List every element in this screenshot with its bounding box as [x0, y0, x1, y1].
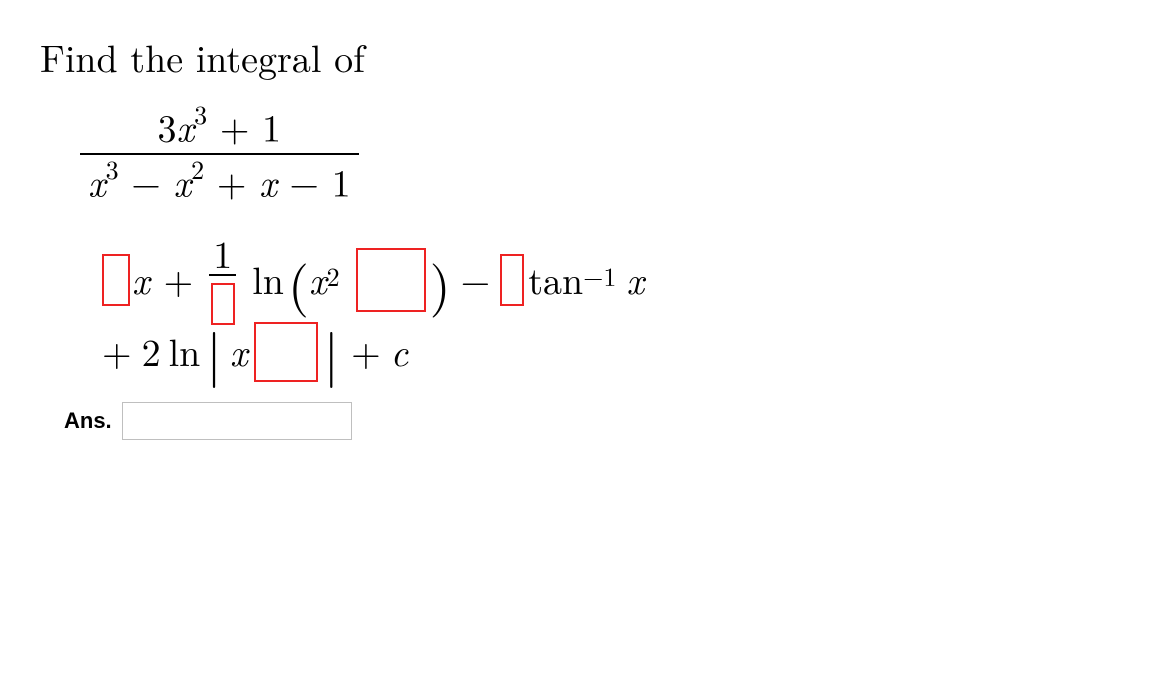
sfrac-num: 1	[209, 234, 236, 272]
answer-template: x + 1 ln ( x2 ) − tan−1 x + 2 ln	[102, 234, 1118, 382]
tan-inv-exp: −1	[583, 255, 616, 297]
blank-after-x[interactable]	[254, 322, 318, 382]
answer-input[interactable]	[122, 402, 352, 440]
den-exp2: 2	[191, 150, 204, 187]
sfrac-bar	[209, 274, 236, 276]
blank-tan-coeff[interactable]	[500, 254, 524, 306]
ln-2: ln	[169, 321, 201, 382]
x-after-tan: x	[626, 249, 644, 310]
plus-1: +	[164, 249, 194, 310]
ln-1: ln	[252, 249, 284, 310]
num-plus1: + 1	[207, 100, 281, 154]
two: 2	[142, 321, 161, 382]
x-squared-base: x	[309, 249, 327, 310]
den-x2: x	[174, 155, 192, 209]
x-term: x	[132, 249, 150, 310]
den-plus1: +	[204, 155, 259, 209]
constant-c: c	[391, 321, 408, 382]
answer-line-2: + 2 ln | x | + c	[102, 321, 1118, 382]
num-exp3: 3	[194, 95, 207, 132]
x-squared-exp: 2	[327, 255, 340, 297]
minus-1: −	[461, 249, 491, 310]
den-x1: x	[88, 155, 106, 209]
plus-3: +	[351, 321, 381, 382]
page: Find the integral of 3x3 + 1 x3 − x2 + x…	[0, 0, 1158, 470]
numerator: 3x3 + 1	[80, 102, 359, 151]
x-abs: x	[230, 321, 248, 382]
plus-2: +	[102, 321, 132, 382]
blank-inside-paren[interactable]	[356, 248, 426, 312]
prompt-text: Find the integral of	[40, 30, 1118, 84]
answer-row: Ans.	[64, 402, 1118, 440]
num-x: x	[177, 100, 195, 154]
den-exp3: 3	[106, 150, 119, 187]
answer-line-1: x + 1 ln ( x2 ) − tan−1 x	[102, 234, 1118, 325]
den-minus1b: − 1	[277, 155, 351, 209]
tan: tan	[528, 249, 583, 310]
integrand-fraction: 3x3 + 1 x3 − x2 + x − 1	[80, 102, 359, 206]
blank-coeff-1[interactable]	[102, 254, 130, 306]
ans-label: Ans.	[64, 408, 112, 434]
num-3: 3	[158, 100, 177, 154]
denominator: x3 − x2 + x − 1	[80, 157, 359, 206]
den-x3: x	[259, 155, 277, 209]
den-minus1: −	[119, 155, 174, 209]
